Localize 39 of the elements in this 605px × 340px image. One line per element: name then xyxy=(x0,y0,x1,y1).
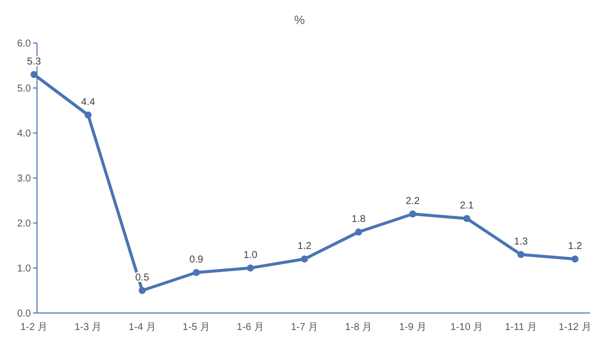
x-tick-label: 1-4 月 xyxy=(128,322,156,333)
data-label: 0.9 xyxy=(189,254,204,266)
x-tick-label: 1-5 月 xyxy=(182,322,210,333)
y-tick-label: 2.0 xyxy=(17,218,32,230)
x-tick-label: 1-10 月 xyxy=(450,322,484,333)
point xyxy=(138,287,146,294)
point xyxy=(192,269,200,276)
data-label: 1.8 xyxy=(352,214,366,225)
data-label: 1.3 xyxy=(514,236,528,248)
x-tick-label: 1-12 月 xyxy=(558,322,592,333)
data-label: 2.2 xyxy=(406,196,420,207)
point xyxy=(246,264,254,272)
y-tick-label: 4.0 xyxy=(17,128,32,140)
x-tick-label: 1-3 月 xyxy=(74,322,102,333)
y-tick-label: 0.0 xyxy=(17,308,32,320)
y-tick-label: 3.0 xyxy=(17,174,32,184)
point xyxy=(572,256,578,262)
data-label: 1.0 xyxy=(243,250,258,261)
data-label: 2.1 xyxy=(460,200,474,212)
point xyxy=(301,256,308,262)
data-label: 4.4 xyxy=(81,97,96,108)
x-tick-label: 1-6 月 xyxy=(236,322,264,333)
x-tick-label: 1-2 月 xyxy=(20,322,48,333)
y-tick-label: 1.0 xyxy=(17,264,32,274)
point xyxy=(463,215,470,222)
y-tick-label: 6.0 xyxy=(17,38,32,50)
point xyxy=(355,228,362,236)
point xyxy=(84,112,92,118)
data-label: 1.2 xyxy=(298,241,312,252)
x-tick-label: 1-8 月 xyxy=(344,322,372,333)
x-tick-label: 1-11 月 xyxy=(504,322,537,333)
chart-title: % xyxy=(294,13,306,27)
point xyxy=(517,251,524,258)
x-tick-label: 1-9 月 xyxy=(399,322,426,333)
point xyxy=(30,71,38,78)
point xyxy=(409,210,416,218)
y-tick-label: 5.0 xyxy=(17,84,32,94)
x-tick-label: 1-7 月 xyxy=(290,322,318,333)
data-label: 1.2 xyxy=(568,241,582,252)
